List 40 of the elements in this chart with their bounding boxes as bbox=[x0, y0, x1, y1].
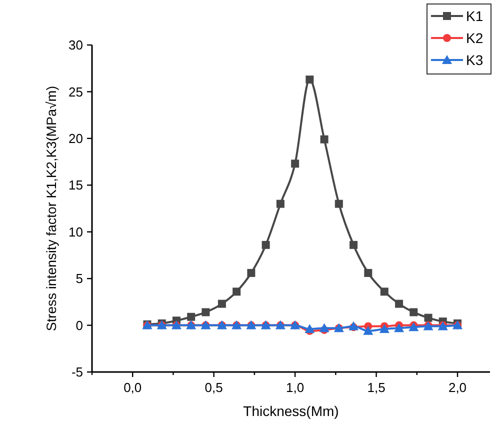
y-tick-label: 10 bbox=[68, 224, 83, 240]
point bbox=[395, 300, 404, 308]
y-axis-title: Stress intensity factor K1,K2,K3(MPa√m) bbox=[44, 86, 59, 332]
point bbox=[247, 268, 256, 277]
y-tick-label: 15 bbox=[68, 178, 83, 193]
point bbox=[394, 323, 404, 332]
point bbox=[218, 300, 226, 308]
legend-label: K1 bbox=[466, 8, 484, 24]
y-tick-label: -5 bbox=[71, 364, 83, 380]
legend-label: K3 bbox=[466, 52, 484, 68]
point bbox=[380, 288, 388, 296]
point bbox=[410, 308, 418, 316]
point bbox=[424, 314, 432, 322]
x-tick-label: 1,0 bbox=[286, 380, 304, 395]
x-axis-title: Thickness(Mm) bbox=[243, 403, 339, 419]
point bbox=[320, 135, 328, 144]
point bbox=[232, 288, 241, 296]
x-tick-label: 0,5 bbox=[204, 380, 223, 395]
point bbox=[304, 324, 315, 334]
y-tick-label: 25 bbox=[68, 84, 83, 100]
point bbox=[319, 323, 330, 332]
point bbox=[291, 160, 300, 168]
y-tick-label: 5 bbox=[76, 271, 83, 286]
point bbox=[202, 308, 210, 316]
x-tick-label: 0,0 bbox=[124, 380, 142, 395]
point bbox=[364, 268, 372, 277]
x-tick-label: 2,0 bbox=[448, 380, 467, 395]
point bbox=[262, 240, 270, 249]
y-tick-label: 30 bbox=[68, 38, 83, 53]
y-tick-label: 20 bbox=[68, 130, 83, 146]
y-tick-label: 0 bbox=[76, 318, 83, 333]
point bbox=[363, 326, 374, 335]
point bbox=[379, 324, 390, 334]
legend-label: K2 bbox=[466, 30, 484, 46]
point bbox=[306, 76, 314, 84]
point bbox=[276, 200, 284, 208]
point bbox=[334, 200, 343, 208]
point bbox=[350, 240, 358, 249]
x-tick-label: 1,5 bbox=[367, 380, 386, 395]
point bbox=[187, 312, 196, 321]
